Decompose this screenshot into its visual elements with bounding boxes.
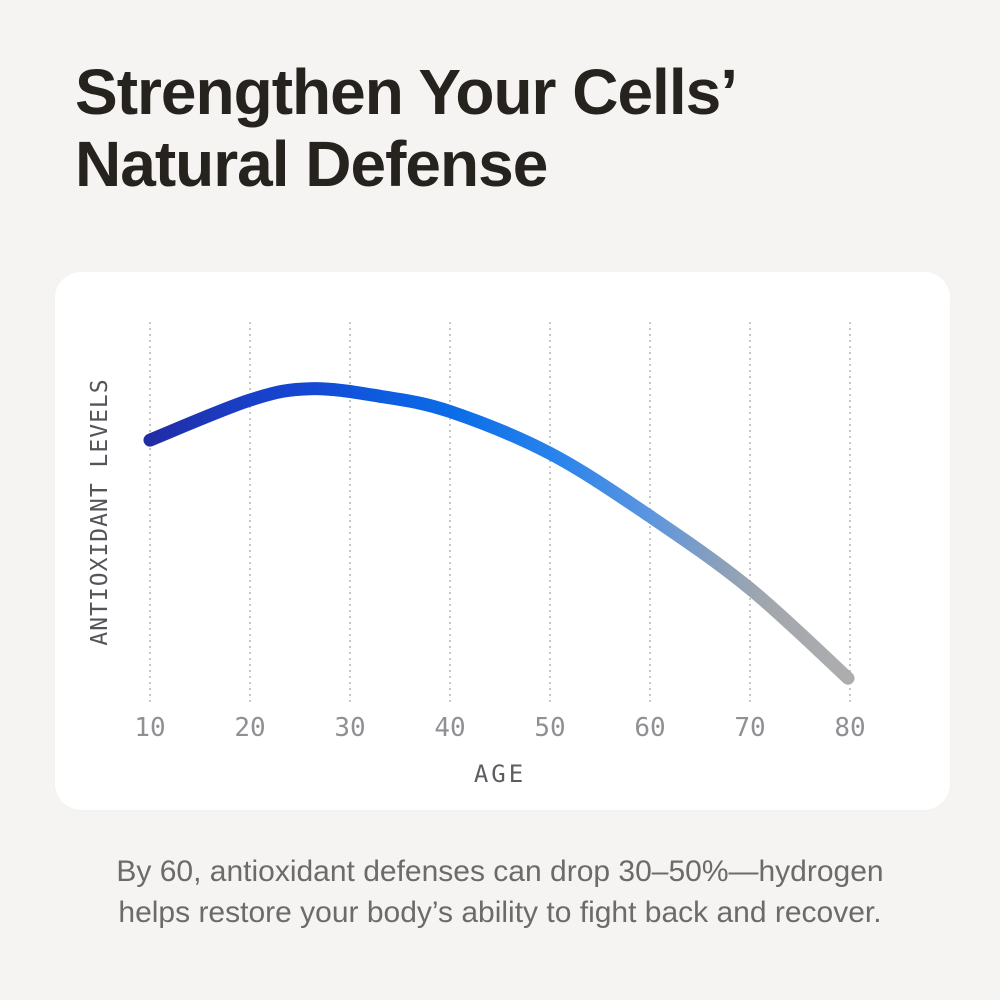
x-tick-labels: 10 20 30 40 50 60 70 80 xyxy=(134,713,865,743)
x-axis-label: AGE xyxy=(474,760,526,788)
headline-line-2: Natural Defense xyxy=(75,128,548,200)
caption-line-2: helps restore your body’s ability to fig… xyxy=(118,896,882,929)
x-tick-50: 50 xyxy=(534,713,565,743)
chart-card: 10 20 30 40 50 60 70 80 ANTIOXIDANT LEVELS AGE xyxy=(55,272,950,810)
x-tick-80: 80 xyxy=(834,713,865,743)
antioxidant-curve xyxy=(143,382,855,685)
age-antioxidant-chart: 10 20 30 40 50 60 70 80 ANTIOXIDANT LEVELS AGE xyxy=(87,322,866,788)
gridlines xyxy=(149,322,851,703)
x-tick-30: 30 xyxy=(334,713,365,743)
x-tick-10: 10 xyxy=(134,713,165,743)
x-tick-70: 70 xyxy=(734,713,765,743)
x-tick-20: 20 xyxy=(234,713,265,743)
footer-caption: By 60, antioxidant defenses can drop 30–… xyxy=(0,851,1000,933)
y-axis-label: ANTIOXIDANT LEVELS xyxy=(87,378,113,645)
headline-line-1: Strengthen Your Cells’ xyxy=(75,56,738,128)
x-tick-60: 60 xyxy=(634,713,665,743)
headline: Strengthen Your Cells’ Natural Defense xyxy=(75,56,738,200)
x-tick-40: 40 xyxy=(434,713,465,743)
caption-line-1: By 60, antioxidant defenses can drop 30–… xyxy=(116,855,884,888)
